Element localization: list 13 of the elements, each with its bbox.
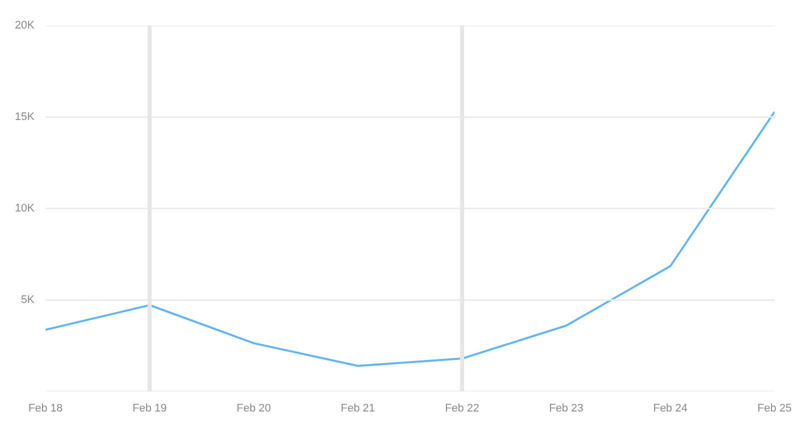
- x-tick-label: Feb 19: [132, 402, 167, 414]
- x-tick-label: Feb 18: [28, 402, 63, 414]
- y-tick-label: 5K: [21, 294, 36, 306]
- x-tick-label: Feb 23: [549, 402, 584, 414]
- y-tick-label: 10K: [14, 202, 36, 214]
- x-tick-label: Feb 21: [340, 402, 376, 414]
- x-tick-label: Feb 24: [653, 402, 688, 414]
- x-tick-label: Feb 22: [444, 402, 480, 414]
- line-series: [46, 110, 774, 367]
- y-tick-label: 15K: [14, 111, 36, 123]
- x-tick-label: Feb 25: [757, 402, 792, 414]
- x-tick-label: Feb 20: [236, 402, 271, 414]
- y-tick-label: 20K: [14, 20, 36, 32]
